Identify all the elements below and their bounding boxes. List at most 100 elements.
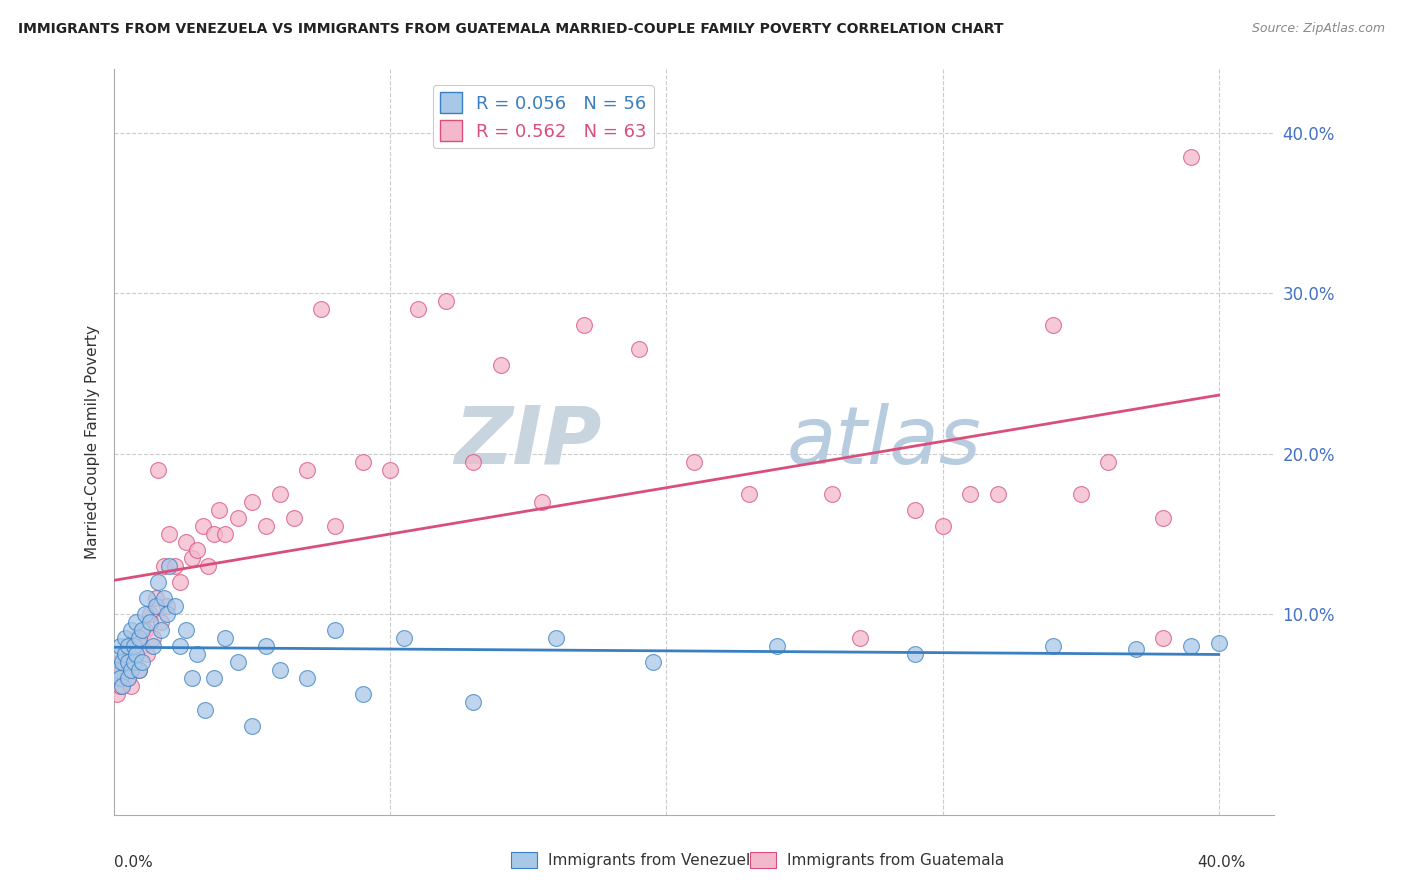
Point: [117, 671, 139, 685]
Point: [122, 639, 145, 653]
Point: [987, 486, 1010, 500]
Point: [463, 454, 485, 468]
Point: [202, 526, 225, 541]
Point: [128, 631, 150, 645]
Point: [683, 454, 706, 468]
Point: [145, 599, 167, 613]
Point: [214, 631, 236, 645]
Point: [128, 663, 150, 677]
Point: [489, 359, 512, 373]
Point: [105, 687, 128, 701]
Point: [136, 647, 159, 661]
Point: [392, 631, 415, 645]
Point: [311, 302, 333, 317]
Text: Source: ZipAtlas.com: Source: ZipAtlas.com: [1251, 22, 1385, 36]
Legend: R = 0.056   N = 56, R = 0.562   N = 63: R = 0.056 N = 56, R = 0.562 N = 63: [433, 85, 654, 148]
Point: [163, 599, 186, 613]
Point: [174, 623, 197, 637]
Point: [142, 639, 165, 653]
Point: [848, 631, 870, 645]
Point: [150, 623, 173, 637]
Point: [156, 607, 179, 621]
Point: [766, 639, 789, 653]
Point: [117, 671, 139, 685]
Point: [114, 647, 136, 661]
Point: [139, 615, 162, 629]
Point: [153, 591, 176, 605]
Point: [111, 679, 134, 693]
Point: [323, 518, 346, 533]
Point: [208, 502, 231, 516]
Point: [240, 494, 263, 508]
Point: [641, 655, 664, 669]
Point: [186, 647, 208, 661]
Point: [108, 679, 131, 693]
Point: [406, 302, 429, 317]
Point: [197, 558, 219, 573]
Point: [214, 526, 236, 541]
Point: [931, 518, 953, 533]
Point: [572, 318, 595, 333]
Point: [150, 615, 173, 629]
Point: [125, 615, 148, 629]
Point: [120, 679, 142, 693]
Point: [163, 558, 186, 573]
Point: [131, 655, 153, 669]
Point: [139, 607, 162, 621]
Point: [125, 647, 148, 661]
Point: [145, 591, 167, 605]
Point: [959, 486, 981, 500]
Point: [821, 486, 844, 500]
Point: [380, 462, 402, 476]
Point: [122, 647, 145, 661]
Point: [194, 703, 217, 717]
Point: [904, 502, 927, 516]
Point: [627, 343, 650, 357]
Point: [157, 526, 180, 541]
Point: [174, 534, 197, 549]
Point: [169, 574, 191, 589]
Point: [117, 639, 139, 653]
Point: [131, 639, 153, 653]
Point: [148, 574, 170, 589]
Point: [120, 663, 142, 677]
Point: [111, 655, 134, 669]
Point: [297, 462, 319, 476]
Point: [352, 687, 374, 701]
Point: [117, 639, 139, 653]
Point: [1070, 486, 1092, 500]
Point: [1097, 454, 1119, 468]
Point: [738, 486, 761, 500]
Point: [240, 719, 263, 733]
Point: [1125, 642, 1147, 657]
Point: [108, 655, 131, 669]
Text: ZIP: ZIP: [454, 402, 602, 481]
Point: [114, 647, 136, 661]
Point: [111, 663, 134, 677]
Point: [117, 655, 139, 669]
Text: IMMIGRANTS FROM VENEZUELA VS IMMIGRANTS FROM GUATEMALA MARRIED-COUPLE FAMILY POV: IMMIGRANTS FROM VENEZUELA VS IMMIGRANTS …: [18, 22, 1004, 37]
Point: [531, 494, 554, 508]
Text: atlas: atlas: [787, 402, 981, 481]
Point: [269, 486, 291, 500]
Point: [269, 663, 291, 677]
Point: [323, 623, 346, 637]
Point: [228, 655, 250, 669]
Point: [228, 510, 250, 524]
Point: [153, 558, 176, 573]
Point: [180, 550, 202, 565]
Point: [434, 294, 457, 309]
Point: [1042, 318, 1064, 333]
Point: [254, 639, 277, 653]
Point: [134, 607, 156, 621]
Point: [180, 671, 202, 685]
Point: [904, 647, 927, 661]
Point: [544, 631, 567, 645]
Point: [105, 663, 128, 677]
Point: [1208, 636, 1230, 650]
Point: [191, 518, 214, 533]
Point: [108, 671, 131, 685]
Text: 40.0%: 40.0%: [1198, 855, 1246, 870]
Point: [283, 510, 305, 524]
Text: Immigrants from Venezuela: Immigrants from Venezuela: [548, 853, 759, 868]
